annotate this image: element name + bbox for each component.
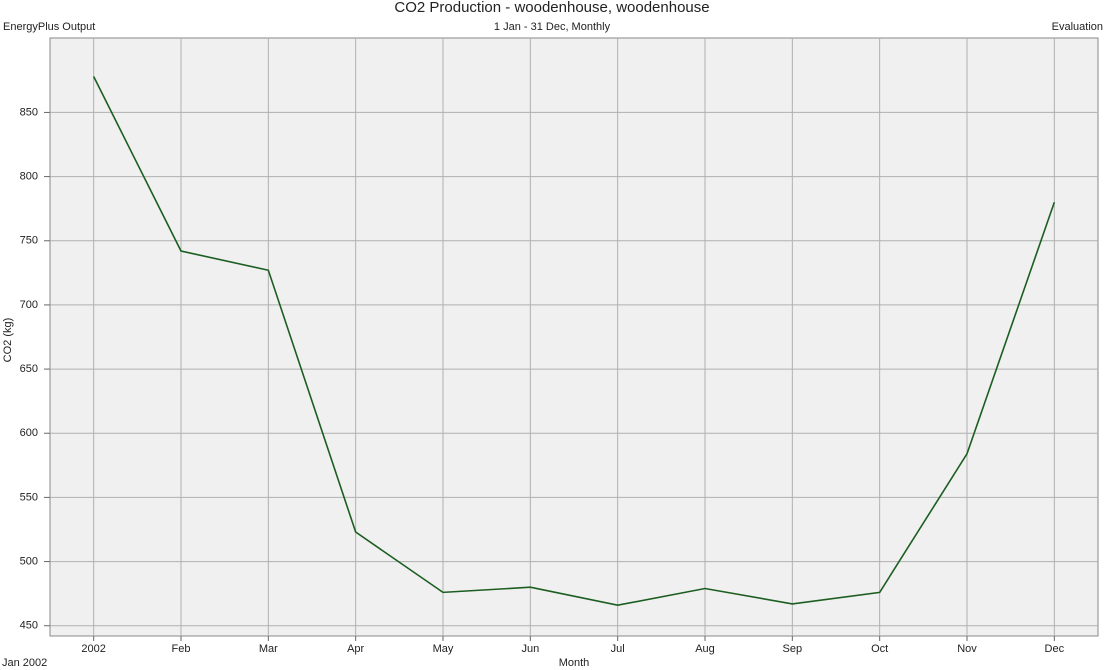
y-tick-label: 550 [20,491,38,503]
y-tick-label: 800 [20,170,38,182]
chart-title: CO2 Production - woodenhouse, woodenhous… [394,0,709,16]
x-tick-label: Oct [871,643,888,655]
x-tick-label: Jun [521,643,539,655]
y-tick-label: 750 [20,235,38,247]
x-tick-label: Sep [783,643,803,655]
x-tick-label: May [433,643,454,655]
y-axis-label: CO2 (kg) [2,318,14,363]
x-tick-label: Aug [695,643,715,655]
series-line [92,76,1056,607]
grid [44,38,1098,641]
y-tick-label: 600 [20,427,38,439]
y-tick-label: 450 [20,620,38,632]
marks [92,76,1056,607]
x-start-label: Jan 2002 [2,657,47,669]
x-axis-label: Month [559,657,590,669]
x-tick-label: Jul [611,643,625,655]
header-right: Evaluation [1052,21,1103,33]
x-tick-label: Feb [172,643,191,655]
y-tick-label: 850 [20,106,38,118]
x-tick-label: Nov [957,643,977,655]
plot-area [49,37,1099,637]
header-left: EnergyPlus Output [3,21,95,33]
chart-subtitle: 1 Jan - 31 Dec, Monthly [494,21,611,33]
y-tick-label: 500 [20,555,38,567]
x-tick-label: Apr [347,643,364,655]
x-tick-label: Dec [1045,643,1065,655]
y-tick-label: 650 [20,363,38,375]
x-tick-label: Mar [259,643,278,655]
y-tick-label: 700 [20,299,38,311]
x-tick-label: 2002 [81,643,105,655]
